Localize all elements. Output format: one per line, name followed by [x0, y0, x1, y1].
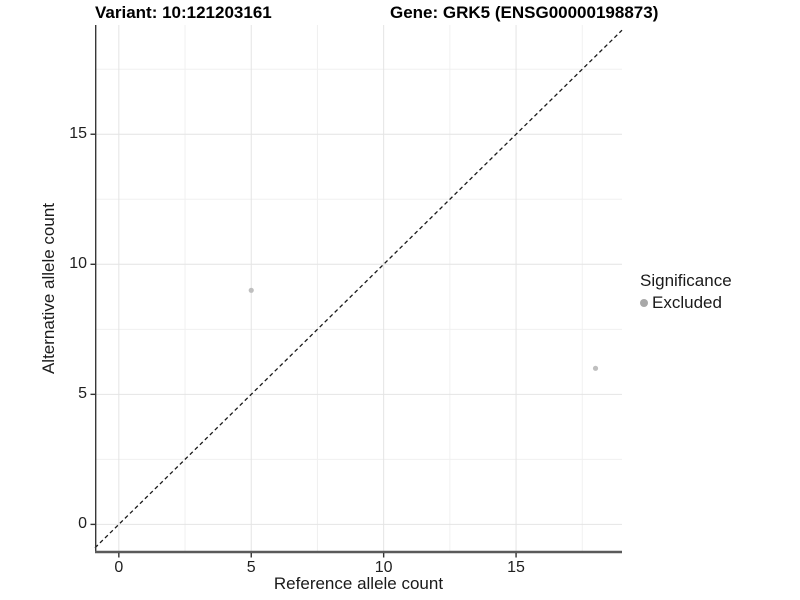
- x-tick-label: 5: [246, 559, 256, 576]
- y-axis-title: Alternative allele count: [39, 203, 58, 375]
- legend: Significance Excluded: [640, 271, 732, 313]
- data-point: [592, 365, 599, 371]
- plot-panel: [90, 25, 623, 558]
- data-point: [248, 287, 254, 293]
- x-tick-label: 10: [374, 559, 393, 576]
- x-axis-title: Reference allele count: [273, 574, 444, 593]
- plot-canvas: [90, 25, 623, 558]
- x-tick-label: 15: [507, 559, 525, 576]
- y-tick-label: 10: [69, 255, 87, 273]
- y-tick-label: 5: [78, 385, 87, 403]
- x-tick-label: 0: [114, 559, 124, 576]
- y-axis-title-wrap: Alternative allele count: [30, 25, 68, 553]
- plot-title-gene: Gene: GRK5 (ENSG00000198873): [390, 3, 659, 22]
- y-tick-label: 15: [69, 125, 87, 143]
- y-tick-label: 0: [78, 515, 87, 533]
- legend-marker-dot-icon: [640, 299, 648, 307]
- identity-reference-line: [94, 29, 623, 549]
- plot-title-variant: Variant: 10:121203161: [95, 3, 272, 22]
- legend-item: Excluded: [640, 293, 732, 313]
- legend-title: Significance: [640, 271, 732, 290]
- legend-items: Excluded: [640, 293, 732, 313]
- legend-item-label: Excluded: [652, 293, 722, 312]
